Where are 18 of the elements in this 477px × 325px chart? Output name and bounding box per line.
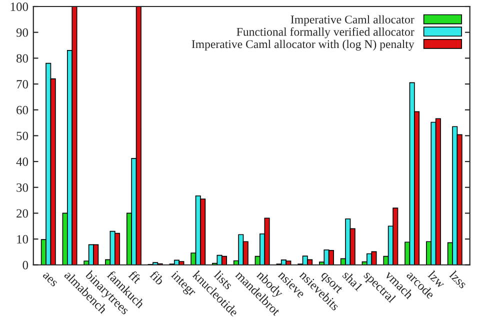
- legend-label: Imperative Caml allocator with (log N) penalty: [192, 40, 414, 51]
- y-tick-label: 80: [16, 54, 28, 63]
- y-tick-label: 0: [22, 260, 28, 270]
- y-tick-label: 40: [16, 158, 28, 166]
- y-tick-label: 50: [16, 132, 28, 140]
- y-tick-label: 20: [16, 209, 28, 218]
- legend-label: Imperative Caml allocator: [290, 15, 414, 26]
- x-tick-label: fib: [149, 270, 165, 286]
- y-tick-label: 10: [17, 235, 28, 244]
- y-tick-label: 30: [16, 183, 28, 192]
- x-tick-label: sha1: [342, 270, 364, 292]
- legend-label: Functional formally verified allocator: [236, 27, 414, 38]
- x-tick-label: lzss: [448, 270, 468, 289]
- y-tick-label: 100: [10, 2, 28, 11]
- y-tick-label: 90: [16, 28, 28, 37]
- y-tick-label: 60: [16, 106, 28, 114]
- y-tick-label: 70: [16, 80, 28, 88]
- x-tick-label: aes: [42, 272, 58, 287]
